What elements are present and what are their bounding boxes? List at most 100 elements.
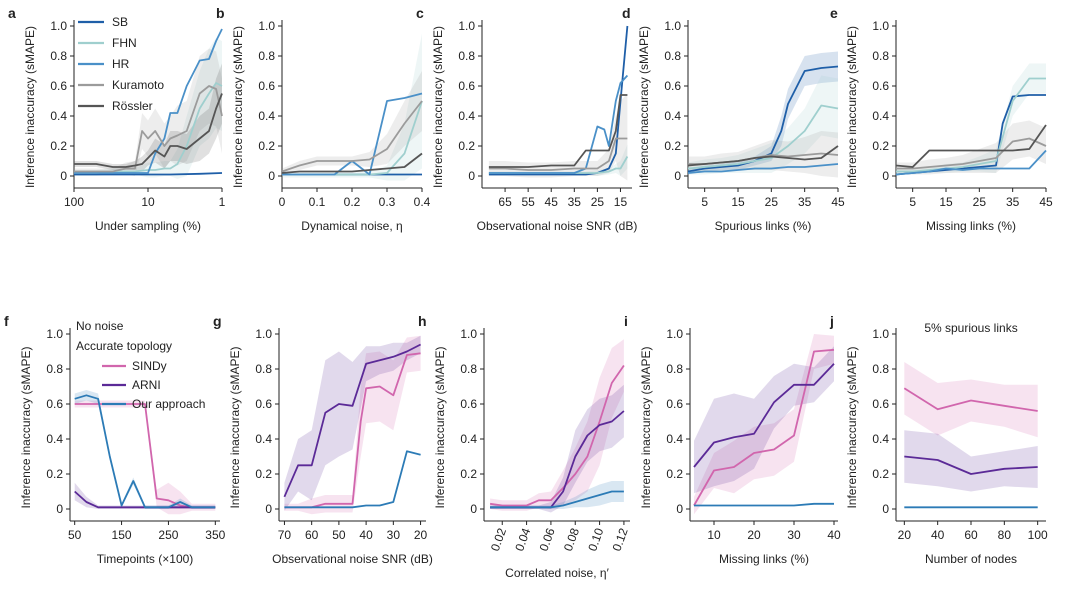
y-tick-label: 0.6 [50, 79, 67, 93]
x-tick-label: 0.02 [488, 526, 509, 553]
panel-label: b [216, 5, 225, 21]
series-sindy [693, 348, 835, 506]
band-fhn [282, 33, 422, 181]
series-hr [895, 149, 1047, 176]
y-tick-label: 0 [882, 502, 889, 516]
series-fhn [687, 104, 839, 170]
band-sb [688, 51, 838, 175]
y-axis-label: Inference inaccuracy (sMAPE) [845, 26, 859, 188]
legend-label-our-approach: Our approach [132, 397, 205, 411]
y-tick-label: 0.8 [258, 49, 275, 63]
panel-label: h [418, 313, 427, 329]
legend-header-no-noise: No noise [76, 319, 124, 333]
series-ourapproach [74, 394, 216, 509]
y-tick-label: 1.0 [255, 327, 272, 341]
y-tick-label: 0.2 [50, 139, 67, 153]
y-axis-label: Inference inaccuracy (sMAPE) [845, 346, 859, 508]
y-tick-label: 0.2 [458, 139, 475, 153]
x-tick-label: 30 [387, 528, 401, 542]
panel-e: e 0 0.2 0.4 0.6 0.8 1.0 5 15 25 35 45 Missing links … [830, 5, 1053, 233]
y-tick-label: 0.2 [460, 467, 477, 481]
x-axis-label: Spurious links (%) [715, 219, 812, 233]
y-tick-label: 0.4 [664, 109, 681, 123]
x-tick-label: 25 [973, 195, 987, 209]
y-tick-label: 0.6 [872, 79, 889, 93]
series-kuramoto [896, 137, 1047, 170]
x-tick-label: 0.4 [414, 195, 431, 209]
y-axis-label: Inference inaccuracy (sMAPE) [228, 346, 242, 508]
band-kuramoto [488, 93, 628, 181]
series-fhn [74, 82, 223, 174]
y-tick-label: 0.4 [666, 432, 683, 446]
y-tick-label: 0 [468, 169, 475, 183]
x-tick-label: 35 [568, 195, 582, 209]
series-fhn [896, 77, 1046, 173]
y-tick-label: 0.2 [872, 139, 889, 153]
x-tick-label: 30 [787, 528, 801, 542]
legend-label-arni: ARNI [132, 378, 161, 392]
panel-label: d [622, 5, 631, 21]
series-rssler [488, 94, 628, 168]
panel-d: d 0 0.2 0.4 0.6 0.8 1.0 5 15 25 35 45 Spurious links… [622, 5, 845, 233]
band-sindy [284, 335, 421, 515]
series-rssler [687, 145, 839, 167]
x-tick-label: 100 [64, 195, 84, 209]
x-tick-label: 0.08 [561, 526, 582, 553]
panel-j: j 0 0.2 0.4 0.6 0.8 1.0 20 40 60 80 100 Number of no… [829, 313, 1048, 566]
x-axis-label: Timepoints (×100) [97, 552, 194, 566]
y-tick-label: 0.2 [258, 139, 275, 153]
legend-label-hr: HR [112, 57, 130, 71]
x-tick-label: 35 [1006, 195, 1020, 209]
x-tick-label: 55 [521, 195, 535, 209]
panel-label: c [416, 5, 424, 21]
y-tick-label: 0.4 [50, 109, 67, 123]
y-tick-label: 0 [676, 502, 683, 516]
x-tick-label: 40 [827, 528, 841, 542]
panel-g: g 0 0.2 0.4 0.6 0.8 1.0 70 60 50 40 30 20 Observation… [213, 313, 433, 566]
x-tick-label: 20 [898, 528, 912, 542]
y-axis-label: Inference inaccuracy (sMAPE) [19, 346, 33, 508]
x-tick-label: 45 [831, 195, 845, 209]
band-fhn [896, 63, 1046, 175]
legend-label-rossler: Rössler [112, 99, 153, 113]
x-axis-label: Missing links (%) [926, 219, 1016, 233]
y-tick-label: 0.4 [460, 432, 477, 446]
x-tick-label: 50 [68, 528, 82, 542]
x-tick-label: 45 [1039, 195, 1053, 209]
y-tick-label: 0.6 [458, 79, 475, 93]
band-fhn [688, 75, 838, 175]
legend-label-sindy: SINDy [132, 359, 167, 373]
y-tick-label: 0 [60, 169, 67, 183]
y-tick-label: 0.6 [258, 79, 275, 93]
legend-label-sb: SB [112, 15, 128, 29]
x-tick-label: 0.12 [610, 526, 631, 553]
band-sindy [490, 339, 624, 511]
x-tick-label: 0.10 [585, 526, 606, 553]
series-hr [488, 74, 629, 174]
band-rssler [74, 63, 222, 172]
y-axis-label: Inference inaccuracy (sMAPE) [23, 26, 37, 188]
y-tick-label: 1.0 [872, 327, 889, 341]
series-sindy [903, 387, 1038, 412]
series-rssler [74, 93, 223, 168]
band-kuramoto [74, 48, 222, 176]
x-tick-label: 0.04 [512, 526, 533, 553]
series-sb [687, 65, 839, 173]
x-tick-label: 10 [141, 195, 155, 209]
series-sb [488, 25, 629, 176]
x-tick-label: 350 [205, 528, 225, 542]
x-tick-label: 20 [747, 528, 761, 542]
x-tick-label: 15 [939, 195, 953, 209]
y-tick-label: 0 [882, 169, 889, 183]
legend-top: SB FHN HR Kuramoto Rössler [78, 15, 164, 113]
panel-h: h 0 0.2 0.4 0.6 0.8 1.0 0.02 0.04 0.06 0.08 0.10 0.1… [418, 313, 631, 580]
x-axis-label: Observational noise SNR (dB) [272, 552, 433, 566]
x-tick-label: 5 [701, 195, 708, 209]
series-arni [693, 363, 835, 468]
y-tick-label: 0.6 [872, 397, 889, 411]
x-tick-label: 80 [998, 528, 1012, 542]
y-tick-label: 0.8 [46, 362, 63, 376]
y-tick-label: 1.0 [46, 327, 63, 341]
